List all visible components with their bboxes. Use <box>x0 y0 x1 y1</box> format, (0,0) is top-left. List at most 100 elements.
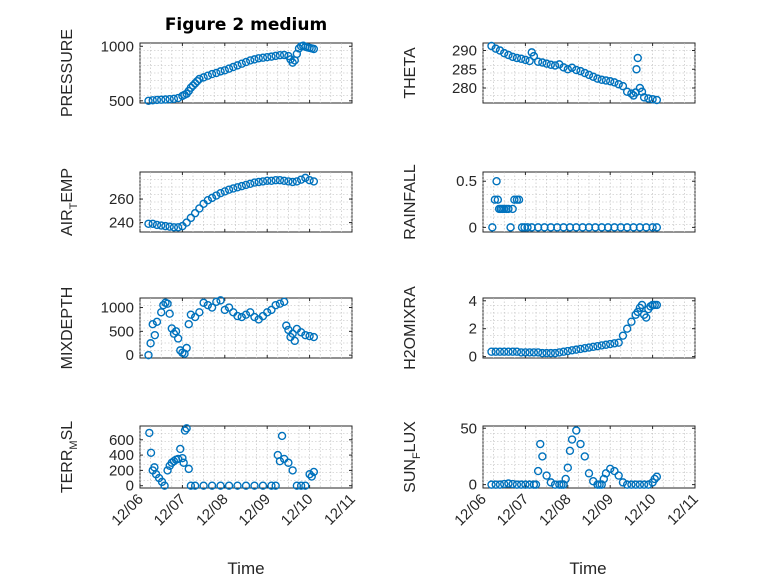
y-tick-label: 600 <box>109 432 134 449</box>
y-tick-label: 4 <box>469 293 477 310</box>
data-point <box>288 329 297 338</box>
data-point <box>203 300 213 310</box>
data-point <box>160 481 169 490</box>
y-axis-label-main: TERR <box>59 450 76 494</box>
data-point <box>500 48 509 58</box>
y-tick-label: 200 <box>109 462 134 479</box>
data-point <box>195 204 204 213</box>
data-point <box>508 479 517 489</box>
data-point <box>508 204 517 214</box>
data-point <box>179 458 188 467</box>
data-point <box>504 479 513 488</box>
data-point <box>173 93 183 103</box>
data-point <box>277 431 287 441</box>
data-point <box>279 297 289 307</box>
data-point <box>163 466 172 475</box>
x-axis-ticks <box>139 43 353 103</box>
data-point <box>241 57 251 67</box>
data-point <box>565 446 575 455</box>
data-point <box>275 299 285 308</box>
data-point <box>184 319 193 329</box>
data-point <box>601 340 611 349</box>
data-point <box>275 457 285 466</box>
data-point <box>309 332 319 342</box>
data-point <box>190 79 200 88</box>
data-point <box>207 69 217 79</box>
data-point <box>504 50 513 60</box>
data-point <box>161 221 170 231</box>
data-point <box>622 480 632 489</box>
data-point <box>267 176 276 186</box>
data-point <box>580 344 589 353</box>
data-point <box>555 348 564 357</box>
data-point <box>580 452 589 461</box>
data-point <box>531 480 541 489</box>
data-point <box>173 334 183 343</box>
data-points <box>487 41 662 105</box>
data-point <box>584 343 594 352</box>
data-point <box>487 347 496 356</box>
data-point <box>627 89 636 98</box>
data-point <box>233 481 242 490</box>
data-point <box>207 303 217 312</box>
data-point <box>212 68 221 78</box>
data-point <box>224 303 234 312</box>
data-point <box>508 347 517 356</box>
data-point <box>241 481 251 490</box>
data-point <box>639 93 649 102</box>
grid-lines <box>139 426 353 488</box>
data-point <box>216 296 225 305</box>
data-point <box>163 299 172 308</box>
data-point <box>597 341 606 350</box>
data-points <box>488 177 662 232</box>
data-point <box>199 298 208 307</box>
data-point <box>207 193 217 203</box>
data-point <box>250 312 259 322</box>
y-tick-label: 0 <box>469 219 477 236</box>
data-point <box>563 65 572 74</box>
data-point <box>282 321 291 330</box>
data-point <box>156 95 166 104</box>
data-point <box>241 310 251 319</box>
y-axis-label-subscript: F <box>411 452 423 459</box>
y-axis-label: RAINFALL <box>402 164 419 240</box>
data-point <box>601 469 611 478</box>
data-points <box>145 424 319 490</box>
data-point <box>614 338 623 347</box>
data-point <box>305 331 314 341</box>
x-tick-label: 12/06 <box>108 491 147 530</box>
data-point <box>550 61 560 70</box>
data-points <box>487 426 662 489</box>
data-point <box>271 300 280 310</box>
data-point <box>644 94 653 103</box>
data-point <box>144 219 153 228</box>
data-point <box>233 311 242 321</box>
data-point <box>514 195 524 204</box>
grid-lines <box>482 43 696 103</box>
data-point <box>224 481 234 490</box>
data-point <box>233 183 242 192</box>
data-point <box>309 44 319 54</box>
data-point <box>288 466 297 475</box>
data-point <box>267 481 276 490</box>
subplot-terr-msl: 12/06 12/07 12/08 12/09 12/10 12/110200400600… <box>59 421 359 530</box>
y-tick-label: 240 <box>109 215 134 232</box>
data-point <box>631 480 640 489</box>
data-point <box>186 213 196 223</box>
data-point <box>246 179 255 188</box>
data-point <box>538 348 547 358</box>
data-point <box>521 348 530 357</box>
data-point <box>618 331 628 340</box>
data-point <box>512 347 522 356</box>
data-point <box>618 81 628 91</box>
data-point <box>510 195 519 204</box>
data-points <box>144 296 319 360</box>
y-axis-label-main: H2OMIXRA <box>402 286 419 370</box>
data-point <box>606 77 615 86</box>
data-point <box>622 324 632 333</box>
data-point <box>490 195 500 204</box>
